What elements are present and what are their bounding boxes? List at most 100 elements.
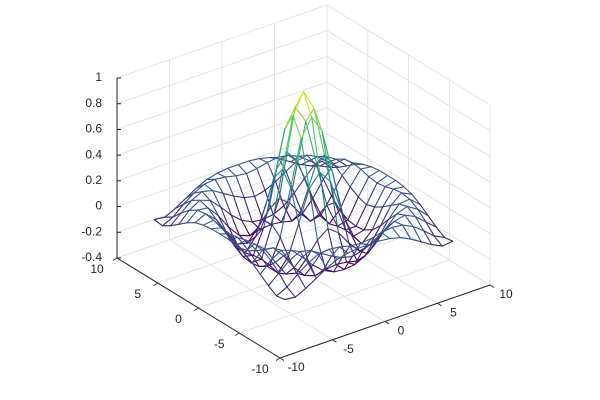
mesh-edge [153, 219, 163, 227]
z-tick-label: -0.2 [81, 224, 102, 238]
mesh-edge [217, 215, 230, 229]
mesh-edge [321, 130, 331, 182]
mesh-edge [263, 176, 275, 228]
mesh-edge [245, 239, 258, 252]
mesh-edge [230, 214, 240, 236]
mesh-edge [368, 169, 380, 178]
z-tick-label: 0.4 [85, 147, 102, 161]
mesh-edge [390, 192, 403, 207]
mesh-edge [291, 212, 301, 222]
mesh-edge [368, 176, 378, 184]
z-grid-line [116, 55, 328, 130]
mesh-edge [398, 203, 408, 208]
mesh-edge [287, 154, 298, 162]
mesh-edge [291, 249, 301, 253]
mesh-edge [319, 171, 331, 182]
mesh-edge [298, 222, 308, 259]
x-tick-label: -10 [287, 360, 305, 374]
mesh-edge [248, 160, 258, 170]
mesh-edge [254, 195, 264, 221]
mesh-edge [425, 221, 435, 237]
mesh-edge [262, 247, 274, 251]
mesh-edge [359, 238, 372, 245]
z-tick-label: 0.8 [85, 96, 102, 110]
y-tick-label: 5 [134, 287, 141, 301]
y-tick-label: 10 [90, 262, 104, 276]
mesh-edge [241, 219, 253, 223]
mesh-edge [216, 172, 226, 178]
mesh-edge [398, 198, 411, 205]
mesh-edge [354, 249, 364, 266]
mesh-edge [378, 169, 389, 176]
mesh-edge [245, 172, 256, 198]
mesh-edge [233, 195, 243, 221]
mesh-edge [285, 272, 298, 275]
mesh-edge [393, 214, 406, 222]
x-tick-label: 5 [450, 305, 457, 319]
x-tick-label: 0 [398, 324, 405, 338]
mesh-edge [376, 182, 386, 188]
mesh-edge [260, 224, 273, 260]
z-tick-label: -0.4 [81, 250, 102, 264]
mesh-edge [248, 158, 260, 162]
y-tick [275, 357, 281, 361]
mesh-edge [280, 249, 290, 261]
mesh-edge [308, 188, 319, 241]
mesh-edge [196, 207, 209, 211]
mesh-edge [201, 191, 211, 202]
mesh-edge [396, 205, 408, 215]
mesh-edge [170, 212, 182, 227]
mesh-edge [292, 115, 302, 140]
mesh-edge [245, 168, 258, 175]
mesh-edge [259, 273, 269, 287]
z-grid-line [326, 133, 491, 234]
y-grid-line [239, 259, 450, 334]
y-grid-line [157, 209, 368, 284]
mesh-edge [312, 197, 322, 216]
mesh-edge [270, 259, 280, 274]
mesh-edge [241, 219, 251, 237]
mesh-edge [293, 256, 303, 269]
mesh-edge [359, 242, 370, 246]
mesh-edge [220, 206, 232, 216]
mesh-edge [337, 232, 350, 244]
mesh-edge [206, 172, 218, 180]
mesh-edge [409, 198, 421, 205]
mesh-edge [306, 154, 319, 158]
mesh-edge [417, 208, 427, 223]
mesh-edge [307, 162, 317, 190]
mesh-edge [314, 269, 324, 277]
mesh-edge [296, 273, 307, 289]
mesh-edge [351, 249, 364, 258]
mesh-edge [376, 174, 389, 184]
mesh-edge [355, 225, 365, 231]
mesh-edge [380, 226, 393, 233]
mesh-edge [209, 199, 219, 217]
mesh-edge [317, 248, 330, 255]
z-grid-line [326, 81, 491, 183]
mesh-edge [293, 266, 306, 277]
mesh-edge [318, 214, 330, 225]
mesh-edge [339, 186, 351, 211]
mesh-edge [290, 138, 302, 188]
mesh-edge [278, 272, 288, 288]
mesh-edge [371, 225, 382, 231]
mesh-edge [420, 241, 433, 246]
mesh-edge [213, 219, 223, 229]
y-grid-line [198, 234, 409, 309]
mesh-edge [336, 252, 349, 261]
mesh-edge [395, 179, 405, 188]
z-grid-line [326, 107, 491, 209]
mesh-edge [404, 214, 414, 228]
mesh-edge [299, 188, 309, 214]
y-tick-label: -5 [214, 337, 225, 351]
mesh-edge [235, 239, 247, 246]
mesh-edge [328, 209, 341, 225]
mesh-edge [243, 243, 255, 254]
mesh-edge [227, 167, 237, 177]
mesh-edge [304, 163, 316, 179]
mesh-edge [258, 157, 271, 160]
mesh-edge [273, 168, 284, 178]
mesh-edge [308, 171, 321, 190]
mesh-edge [228, 226, 240, 236]
